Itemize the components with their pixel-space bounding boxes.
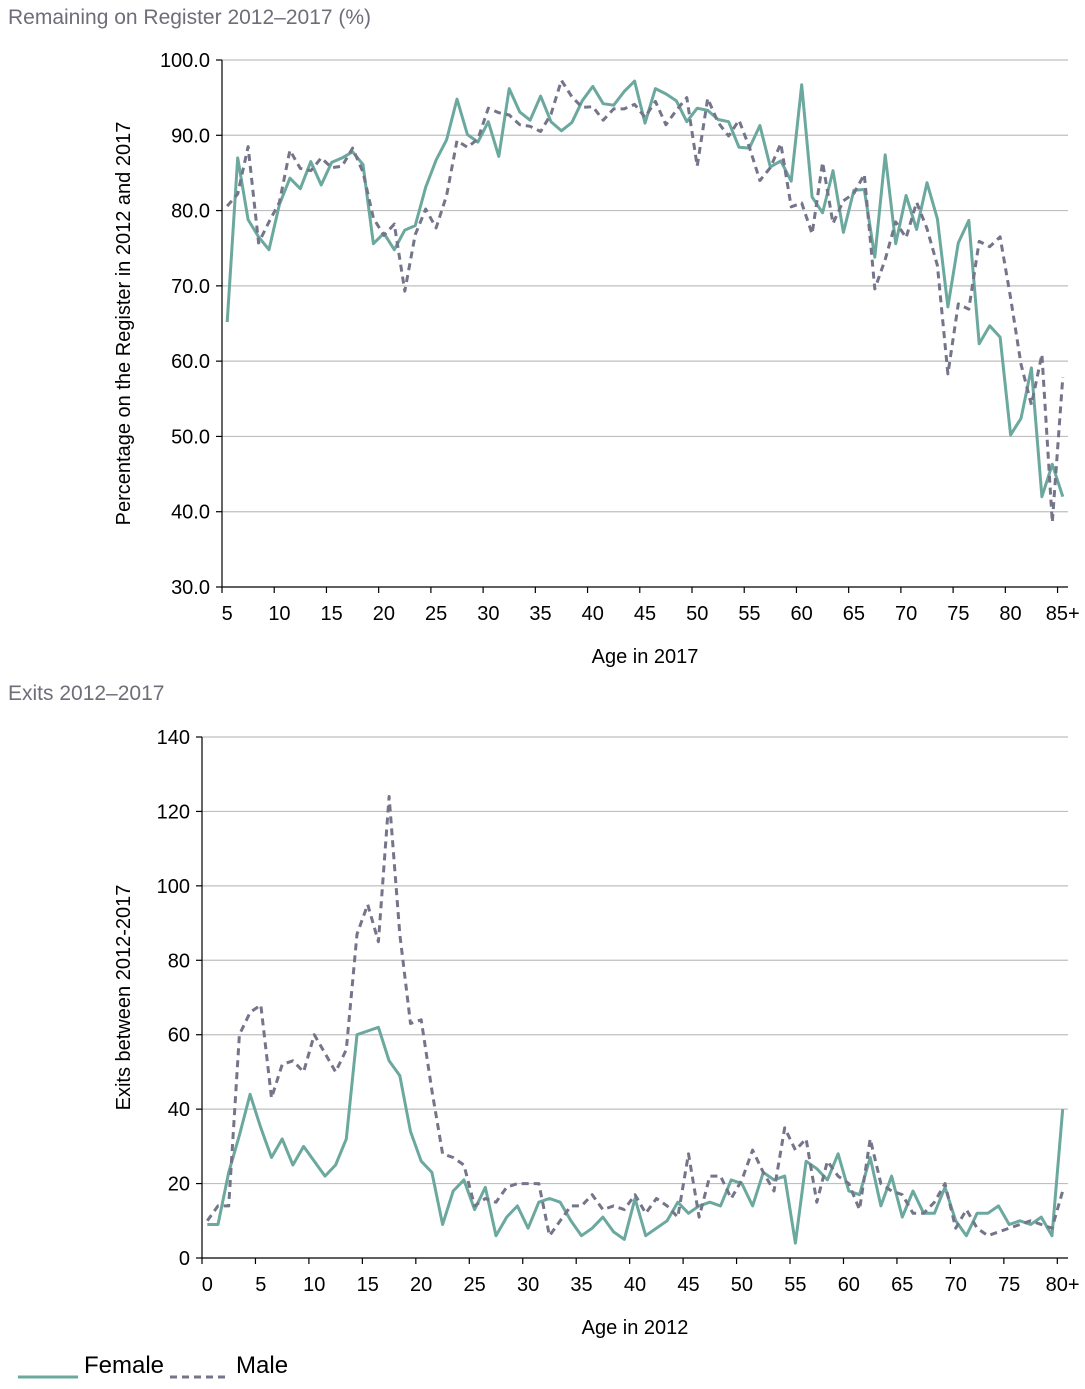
- x-axis-title: Age in 2012: [582, 1317, 689, 1339]
- x-tick-label: 70: [895, 603, 917, 625]
- exits-chart: 0 20 40 60 80 100 120 140 0 5 10 15 20 25 30 35 40 45 50 55…: [113, 727, 1080, 1339]
- x-tick-label: 15: [321, 603, 343, 625]
- y-tick-label: 100: [157, 876, 190, 898]
- legend-item-female: Female: [18, 1352, 164, 1380]
- y-axis-title: Exits between 2012-2017: [113, 885, 135, 1111]
- x-tick-label: 40: [624, 1274, 646, 1296]
- x-tick-label: 10: [268, 603, 290, 625]
- y-tick-label: 40.0: [171, 502, 210, 524]
- legend-label-male: Male: [236, 1352, 289, 1379]
- x-tick-label: 15: [357, 1274, 379, 1296]
- x-tick-label: 5: [222, 603, 233, 625]
- y-tick-label: 40: [168, 1099, 190, 1121]
- x-tick-label: 35: [570, 1274, 592, 1296]
- y-tick-label: 80: [168, 950, 190, 972]
- series-line-female: [225, 79, 1065, 499]
- y-tick-label: 60.0: [171, 351, 210, 373]
- remaining-chart: 30.0 40.0 50.0 60.0 70.0 80.0 90.0 100.0 5 10 15 20…: [113, 50, 1080, 668]
- x-axis-title: Age in 2017: [592, 646, 699, 668]
- x-tick-label: 80: [999, 603, 1021, 625]
- x-tick-label: 20: [410, 1274, 432, 1296]
- y-tick-label: 70.0: [171, 276, 210, 298]
- legend-swatch-female: [18, 1361, 78, 1379]
- y-tick-label: 50.0: [171, 426, 210, 448]
- y-tick-label: 20: [168, 1174, 190, 1196]
- series-line-female: [207, 1025, 1065, 1245]
- x-tick-label: 65: [891, 1274, 913, 1296]
- y-tick-label: 30.0: [171, 577, 210, 599]
- y-tick-label: 100.0: [160, 50, 210, 72]
- x-tick-label: 55: [784, 1274, 806, 1296]
- x-tick-label: 60: [791, 603, 813, 625]
- x-tick-label: 50: [686, 603, 708, 625]
- legend-swatch-male: [170, 1361, 231, 1379]
- x-tick-label: 20: [373, 603, 395, 625]
- x-tick-label: 45: [677, 1274, 699, 1296]
- y-tick-label: 0: [179, 1248, 190, 1270]
- y-tick-label: 120: [157, 801, 190, 823]
- chart2-title: Exits 2012–2017: [8, 682, 165, 705]
- series-line-male: [226, 78, 1065, 524]
- x-tick-label: 65: [843, 603, 865, 625]
- x-tick-label: 50: [731, 1274, 753, 1296]
- x-tick-label: 30: [477, 603, 499, 625]
- x-tick-label: 30: [517, 1274, 539, 1296]
- x-tick-label: 80+: [1046, 1274, 1080, 1296]
- x-tick-label: 35: [529, 603, 551, 625]
- y-axis-title: Percentage on the Register in 2012 and 2…: [113, 122, 135, 526]
- x-tick-label: 75: [947, 603, 969, 625]
- x-tick-label: 60: [838, 1274, 860, 1296]
- x-tick-label: 75: [998, 1274, 1020, 1296]
- legend-label-female: Female: [84, 1352, 165, 1379]
- x-tick-label: 55: [738, 603, 760, 625]
- x-tick-label: 0: [202, 1274, 213, 1296]
- y-tick-label: 140: [157, 727, 190, 749]
- x-tick-label: 40: [582, 603, 604, 625]
- y-tick-label: 80.0: [171, 201, 210, 223]
- y-tick-label: 60: [168, 1025, 190, 1047]
- x-tick-label: 10: [303, 1274, 325, 1296]
- x-tick-label: 25: [425, 603, 447, 625]
- x-tick-label: 25: [464, 1274, 486, 1296]
- legend-item-male: Male: [170, 1352, 288, 1380]
- x-tick-label: 70: [945, 1274, 967, 1296]
- x-tick-label: 45: [634, 603, 656, 625]
- x-tick-label: 5: [255, 1274, 266, 1296]
- legend: Female Male: [18, 1350, 294, 1382]
- chart1-title: Remaining on Register 2012–2017 (%): [8, 6, 372, 29]
- series-line-male: [206, 795, 1065, 1238]
- y-tick-label: 90.0: [171, 125, 210, 147]
- x-tick-label: 85+: [1046, 603, 1080, 625]
